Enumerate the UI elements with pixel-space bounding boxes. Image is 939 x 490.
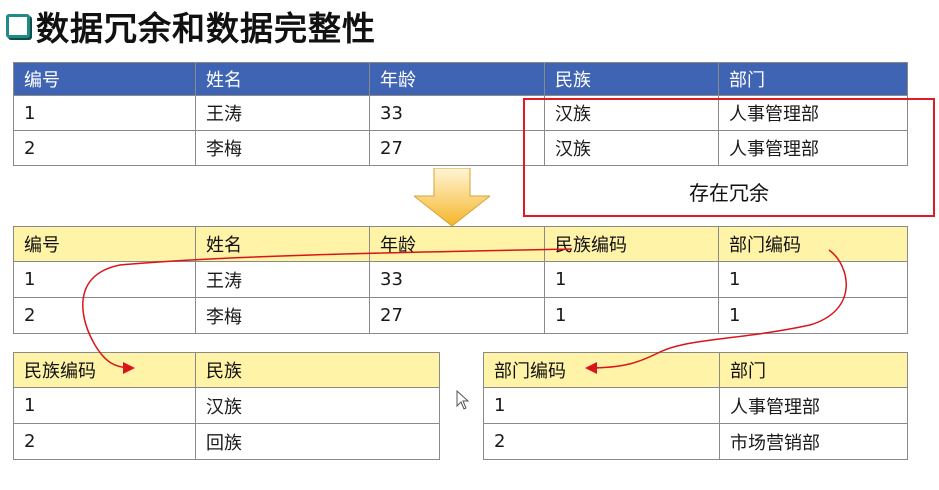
- table-cell: 1: [544, 261, 719, 298]
- table-cell: 李梅: [195, 297, 370, 334]
- table-cell: 33: [369, 261, 545, 298]
- header-cell: 民族编码: [13, 352, 196, 388]
- table-cell: 2: [483, 423, 720, 460]
- table-row: 1 汉族: [13, 387, 440, 424]
- table-cell: 2: [13, 297, 196, 334]
- table-cell: 1: [718, 297, 908, 334]
- table-cell: 王涛: [195, 261, 370, 298]
- table-cell: 1: [13, 95, 196, 131]
- table-cell: 市场营销部: [719, 423, 908, 460]
- header-cell: 姓名: [195, 226, 370, 262]
- slide-title: 数据冗余和数据完整性: [6, 4, 376, 48]
- table-cell: 1: [483, 387, 720, 424]
- table-row: 2 李梅 27 汉族 人事管理部: [13, 130, 908, 166]
- redundancy-label: 存在冗余: [689, 181, 769, 205]
- normalized-employee-table: 编号 姓名 年龄 民族编码 部门编码 1 王涛 33 1 1 2 李梅 27 1…: [13, 226, 908, 334]
- table-row: 2 市场营销部: [483, 423, 908, 460]
- table-cell: 回族: [195, 423, 440, 460]
- table-cell: 李梅: [195, 130, 370, 166]
- table-cell: 1: [718, 261, 908, 298]
- table-row: 1 人事管理部: [483, 387, 908, 424]
- redundancy-highlight-box: [523, 98, 935, 217]
- table-cell: 人事管理部: [719, 387, 908, 424]
- header-cell: 部门: [718, 62, 908, 96]
- table-row: 2 回族: [13, 423, 440, 460]
- header-cell: 编号: [13, 226, 196, 262]
- table-cell: 人事管理部: [718, 95, 908, 131]
- table-header-row: 民族编码 民族: [13, 352, 440, 388]
- table-header-row: 编号 姓名 年龄 民族编码 部门编码: [13, 226, 908, 262]
- table-cell: 2: [13, 130, 196, 166]
- header-cell: 姓名: [195, 62, 370, 96]
- table-cell: 1: [544, 297, 719, 334]
- table-header-row: 部门编码 部门: [483, 352, 908, 388]
- table-cell: 汉族: [544, 130, 719, 166]
- table-cell: 王涛: [195, 95, 370, 131]
- header-cell: 民族: [544, 62, 719, 96]
- table-cell: 汉族: [195, 387, 440, 424]
- header-cell: 部门编码: [718, 226, 908, 262]
- checkbox-bullet-icon: [6, 14, 30, 38]
- down-arrow-icon: [414, 168, 490, 226]
- ethnic-lookup-table: 民族编码 民族 1 汉族 2 回族: [13, 352, 440, 460]
- table-cell: 33: [369, 95, 545, 131]
- header-cell: 民族编码: [544, 226, 719, 262]
- title-text: 数据冗余和数据完整性: [36, 9, 376, 48]
- original-employee-table: 编号 姓名 年龄 民族 部门 1 王涛 33 汉族 人事管理部 2 李梅 27 …: [13, 62, 908, 166]
- header-cell: 年龄: [369, 226, 545, 262]
- header-cell: 部门编码: [483, 352, 720, 388]
- table-cell: 27: [369, 130, 545, 166]
- header-cell: 年龄: [369, 62, 545, 96]
- table-cell: 汉族: [544, 95, 719, 131]
- table-header-row: 编号 姓名 年龄 民族 部门: [13, 62, 908, 96]
- table-cell: 1: [13, 387, 196, 424]
- mouse-cursor-icon: [456, 390, 470, 410]
- department-lookup-table: 部门编码 部门 1 人事管理部 2 市场营销部: [483, 352, 908, 460]
- header-cell: 民族: [195, 352, 440, 388]
- table-row: 2 李梅 27 1 1: [13, 297, 908, 334]
- table-cell: 27: [369, 297, 545, 334]
- table-cell: 2: [13, 423, 196, 460]
- table-row: 1 王涛 33 1 1: [13, 261, 908, 298]
- table-cell: 人事管理部: [718, 130, 908, 166]
- table-cell: 1: [13, 261, 196, 298]
- header-cell: 部门: [719, 352, 908, 388]
- header-cell: 编号: [13, 62, 196, 96]
